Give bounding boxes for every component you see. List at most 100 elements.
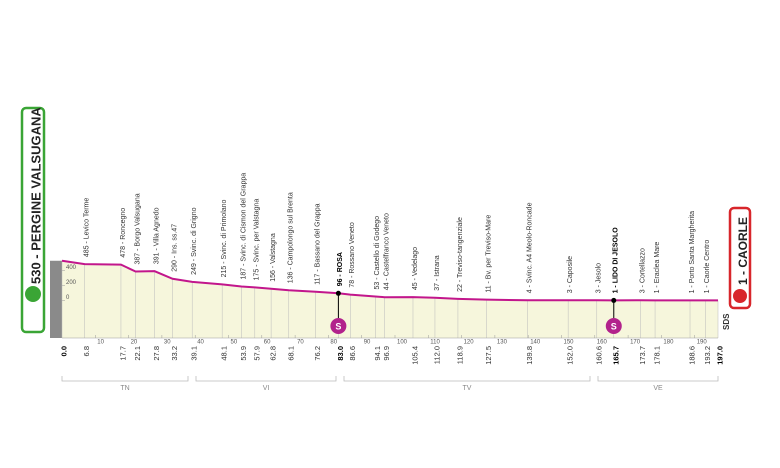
- waypoint-label: 3 - Jesolo: [596, 263, 603, 293]
- waypoint-label: 53 - Castello di Godego: [374, 216, 381, 290]
- y-tick-label: 0: [66, 295, 70, 301]
- start-label: 530 - PERGINE VALSUGANA: [28, 107, 43, 284]
- waypoint-label: 45 - Vedelago: [412, 247, 419, 290]
- sprint-dot: [611, 297, 617, 303]
- x-tick-label: 140: [530, 340, 541, 346]
- x-tick-label: 160: [597, 340, 608, 346]
- km-label: 96.9: [382, 346, 391, 361]
- finish-icon: [733, 289, 747, 303]
- km-label: 22.1: [133, 346, 142, 361]
- km-label: 0.0: [59, 346, 68, 356]
- km-label: 139.8: [525, 346, 534, 365]
- waypoint-label: 1 - Porto Santa Margherita: [689, 211, 696, 294]
- start-box: [20, 106, 46, 334]
- waypoint-label: 3 - Cortellazzo: [639, 248, 646, 293]
- x-tick-label: 150: [563, 340, 574, 346]
- km-label: 48.1: [220, 346, 229, 361]
- profile-area: [62, 260, 718, 338]
- finish-box: [728, 206, 752, 310]
- waypoint-label: 3 - Caposile: [567, 256, 574, 293]
- x-tick-label: 10: [97, 340, 104, 346]
- x-tick-label: 40: [197, 340, 204, 346]
- y-tick-label: 200: [66, 280, 77, 286]
- waypoint-label: 44 - Castelfranco Veneto: [384, 213, 391, 290]
- km-label: 112.0: [432, 346, 441, 364]
- waypoint-label: 156 - Valstagna: [270, 233, 277, 282]
- waypoint-label: 78 - Rossano Veneto: [349, 222, 356, 287]
- km-label: 53.9: [239, 346, 248, 361]
- y-tick-label: 400: [66, 265, 77, 271]
- waypoint-label: 117 - Bassano del Grappa: [315, 203, 322, 284]
- km-label: 127.5: [484, 346, 493, 365]
- x-tick-label: 100: [397, 340, 408, 346]
- km-label: 188.6: [688, 346, 697, 365]
- waypoint-label: 387 - Borgo Valsugana: [134, 193, 141, 264]
- sprint-dot: [335, 290, 341, 296]
- km-label: 62.8: [269, 346, 278, 361]
- x-tick-label: 50: [230, 340, 237, 346]
- waypoint-label: 485 - Levico Terme: [83, 198, 90, 258]
- km-label: 165.7: [611, 346, 620, 365]
- waypoint-label: 215 - Svinc. di Primolano: [221, 199, 228, 277]
- region-bracket: [343, 376, 591, 382]
- waypoint-label: 4 - Svinc. A4 Meolo-Roncade: [526, 202, 533, 293]
- km-label: 105.4: [410, 346, 419, 365]
- km-label: 86.6: [348, 346, 357, 361]
- x-tick-label: 110: [430, 340, 440, 346]
- brand-logo: SDS: [722, 313, 731, 330]
- km-label: 178.1: [653, 346, 662, 365]
- waypoint-label: 11 - Bv. per Treviso-Mare: [485, 215, 492, 293]
- region-bracket: [61, 376, 189, 382]
- km-label: 76.2: [313, 346, 322, 361]
- km-label: 6.8: [82, 346, 91, 356]
- region-label: TV: [463, 385, 472, 392]
- region-label: VE: [653, 385, 663, 392]
- km-label: 197.0: [715, 346, 724, 365]
- x-tick-label: 70: [297, 340, 304, 346]
- waypoint-label: 175 - Svinc. per Valstagna: [254, 199, 261, 281]
- waypoint-label: 290 - Ins. ss.47: [171, 224, 178, 272]
- km-label: 33.2: [170, 346, 179, 361]
- x-tick-label: 180: [663, 340, 674, 346]
- x-tick-label: 120: [464, 340, 475, 346]
- x-tick-label: 170: [630, 340, 641, 346]
- km-label: 27.8: [152, 346, 161, 361]
- region-bracket: [195, 376, 337, 382]
- waypoint-label: 1 - Caorle Centro: [704, 240, 711, 294]
- finish-label: 1 - CAORLE: [736, 217, 750, 285]
- waypoint-label: 22 - Treviso-tangenziale: [457, 217, 464, 292]
- region-label: TN: [120, 385, 129, 392]
- sprint-marker: [330, 318, 347, 334]
- sprint-symbol: S: [611, 321, 617, 331]
- region-bracket: [597, 376, 719, 382]
- waypoint-label: 187 - Svinc. di Cismon del Grappa: [240, 173, 247, 280]
- x-tick-label: 130: [497, 340, 508, 346]
- waypoint-label: 96 - ROSA: [337, 252, 344, 286]
- x-tick-label: 190: [697, 340, 708, 346]
- waypoint-label: 1 - LIDO DI JESOLO: [613, 227, 620, 294]
- km-label: 57.9: [252, 346, 261, 361]
- region-label: VI: [263, 385, 270, 392]
- start-cap: [50, 260, 62, 338]
- km-label: 152.0: [566, 346, 575, 365]
- waypoint-label: 391 - Villa Agnedo: [153, 207, 160, 264]
- km-label: 173.7: [638, 346, 647, 365]
- km-label: 160.6: [594, 346, 603, 365]
- x-tick-label: 30: [164, 340, 171, 346]
- x-tick-label: 20: [131, 340, 138, 346]
- km-label: 118.9: [455, 346, 464, 364]
- km-label: 68.1: [286, 346, 295, 361]
- sprint-marker: [605, 318, 622, 334]
- sprint-symbol: S: [335, 321, 341, 331]
- x-tick-label: 80: [330, 340, 337, 346]
- km-label: 193.2: [703, 346, 712, 365]
- km-label: 83.0: [336, 346, 345, 361]
- waypoint-label: 136 - Campolongo sul Brenta: [288, 192, 295, 283]
- km-label: 94.1: [373, 346, 382, 361]
- x-tick-label: 60: [264, 340, 271, 346]
- km-label: 17.7: [118, 346, 127, 361]
- waypoint-label: 37 - Istrana: [434, 255, 441, 291]
- waypoint-label: 249 - Svinc. di Grigno: [191, 207, 198, 274]
- km-label: 39.1: [190, 346, 199, 361]
